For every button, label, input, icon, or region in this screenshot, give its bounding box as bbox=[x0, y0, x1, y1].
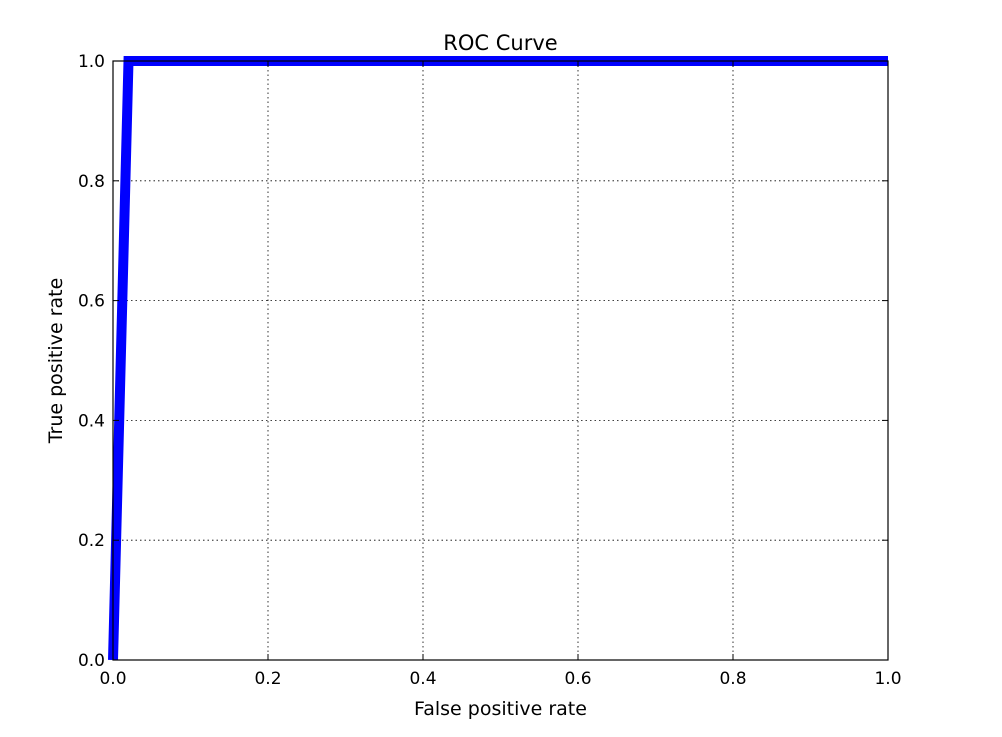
y-tick-label: 0.2 bbox=[78, 531, 105, 551]
chart-title: ROC Curve bbox=[443, 31, 557, 55]
plot-frame bbox=[112, 60, 889, 661]
y-tick-label: 0.4 bbox=[78, 411, 105, 431]
x-tick-label: 0.0 bbox=[99, 669, 126, 689]
x-tick-label: 0.2 bbox=[254, 669, 281, 689]
y-tick-label: 0.0 bbox=[78, 651, 105, 671]
x-tick-label: 0.4 bbox=[409, 669, 436, 689]
x-tick-label: 0.8 bbox=[719, 669, 746, 689]
x-axis-title: False positive rate bbox=[414, 698, 587, 720]
ticks: 0.0 0.2 0.4 0.6 0.8 1.0 0.0 0.2 0.4 0.6 0.8 1.0 bbox=[78, 52, 902, 689]
y-tick-label: 0.8 bbox=[78, 172, 105, 192]
x-tick-label: 0.6 bbox=[564, 669, 591, 689]
x-tick-label: 1.0 bbox=[874, 669, 901, 689]
y-tick-label: 1.0 bbox=[78, 52, 105, 72]
y-axis-title: True positive rate bbox=[45, 278, 67, 445]
y-tick-label: 0.6 bbox=[78, 292, 105, 312]
